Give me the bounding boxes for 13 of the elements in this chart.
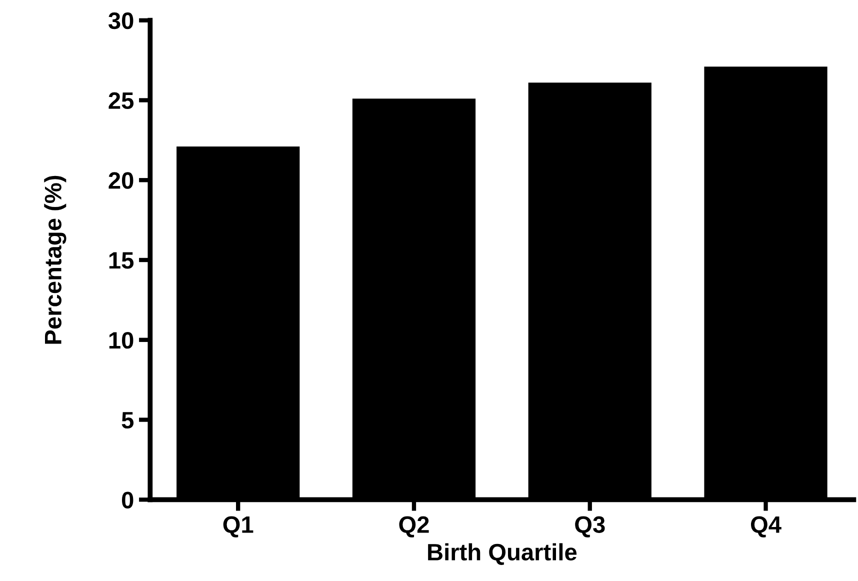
x-axis-title: Birth Quartile [428,543,577,565]
y-tick-label: 15 [109,252,134,269]
y-tick-label: 20 [108,172,134,189]
y-tick-label: 0 [122,492,134,508]
y-axis-title: Percentage (%) [44,176,66,344]
x-tick-label: Q4 [750,516,782,538]
y-tick-label: 5 [122,412,134,429]
x-tick-label: Q2 [399,516,429,538]
x-tick-label: Q1 [223,516,254,538]
x-tick-label: Q3 [575,516,605,538]
y-tick-label: 30 [108,12,134,30]
y-tick-label: 25 [108,92,134,110]
y-tick-label: 10 [109,332,134,349]
